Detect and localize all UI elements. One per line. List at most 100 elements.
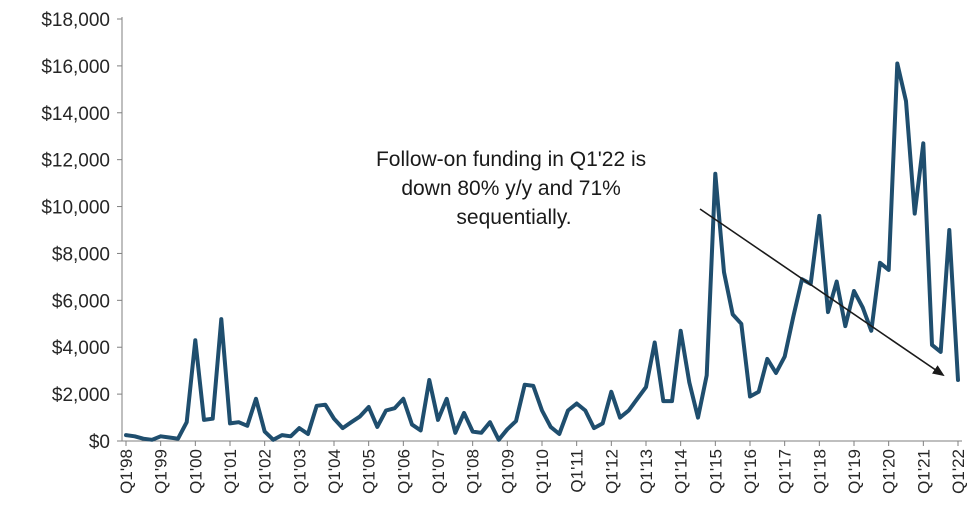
y-tick-label: $6,000	[52, 291, 110, 312]
data-point	[159, 435, 162, 438]
data-point	[506, 428, 509, 431]
data-point	[419, 429, 422, 432]
x-tick-label: Q1'22	[949, 449, 968, 494]
data-point	[289, 435, 292, 438]
data-point	[896, 62, 899, 65]
data-point	[792, 315, 795, 318]
annotation-line-3: sequentially.	[456, 206, 571, 229]
data-point	[688, 381, 691, 384]
data-point	[905, 100, 907, 102]
data-point	[385, 409, 387, 412]
data-point	[844, 325, 847, 327]
y-tick-label: $2,000	[52, 385, 110, 406]
data-point	[194, 339, 197, 341]
y-tick-label: $4,000	[52, 338, 110, 359]
data-point	[870, 330, 873, 332]
x-tick-label: Q1'05	[360, 449, 379, 494]
x-tick-label: Q1'02	[256, 449, 275, 494]
data-point	[229, 422, 231, 425]
x-tick-label: Q1'00	[186, 449, 205, 494]
data-point	[749, 395, 751, 398]
data-point	[315, 405, 318, 407]
data-point	[575, 402, 578, 405]
x-tick-label: Q1'04	[325, 449, 344, 494]
data-point	[246, 424, 249, 427]
x-tick-label: Q1'20	[880, 449, 899, 494]
x-axis: Q1'98 Q1'99 Q1'00 Q1'01 Q1'02 Q1'03 Q1'04 Q1'05…	[117, 440, 968, 494]
x-tick-label: Q1'09	[498, 449, 517, 494]
data-point	[298, 427, 301, 429]
data-point	[558, 433, 561, 435]
data-point	[471, 430, 474, 433]
data-point	[627, 409, 630, 412]
data-point	[671, 400, 673, 402]
x-tick-label: Q1'08	[464, 449, 483, 494]
annotation-line-2: down 80% y/y and 71%	[401, 177, 620, 200]
data-point	[653, 341, 656, 344]
x-tick-label: Q1'06	[394, 449, 413, 494]
x-tick-label: Q1'16	[741, 449, 760, 494]
data-point	[697, 416, 699, 419]
x-tick-label: Q1'14	[672, 449, 691, 494]
data-point	[601, 422, 604, 425]
data-point	[307, 433, 309, 435]
data-point	[567, 409, 569, 412]
data-point	[731, 313, 734, 316]
trend-arrow	[699, 208, 945, 377]
data-point	[931, 344, 933, 346]
data-point	[818, 215, 821, 217]
y-tick-label: $18,000	[41, 10, 110, 31]
data-point	[133, 435, 136, 438]
data-point	[515, 420, 517, 422]
data-point	[168, 436, 171, 439]
series-line	[124, 61, 960, 442]
x-tick-label: Q1'10	[533, 449, 552, 494]
data-point	[723, 271, 725, 274]
data-point	[541, 409, 543, 412]
data-point	[913, 212, 916, 215]
data-point	[775, 372, 777, 374]
data-point	[151, 439, 153, 441]
annotation-text: Follow-on funding in Q1'22 is down 80% y…	[376, 148, 652, 229]
data-point	[523, 383, 526, 386]
data-point	[220, 318, 223, 320]
data-point	[177, 437, 179, 440]
y-tick-label: $8,000	[52, 244, 110, 265]
x-tick-label: Q1'98	[117, 449, 136, 494]
y-axis: $0 $2,000 $4,000 $6,000 $8,000 $10,000 $12,000…	[41, 10, 123, 453]
data-point	[333, 417, 335, 420]
x-tick-label: Q1'01	[221, 449, 240, 494]
x-tick-label: Q1'19	[845, 449, 864, 494]
y-tick-label: $14,000	[41, 104, 110, 125]
data-point	[376, 426, 379, 428]
data-point	[532, 385, 535, 387]
data-point	[593, 427, 595, 429]
data-point	[757, 390, 760, 393]
data-point	[489, 421, 491, 424]
data-point	[367, 406, 370, 408]
x-tick-label: Q1'21	[914, 449, 933, 494]
y-tick-label: $0	[89, 432, 110, 453]
data-point	[740, 322, 743, 325]
data-point	[645, 386, 647, 388]
data-point	[922, 142, 925, 145]
y-tick-label: $10,000	[41, 198, 110, 219]
data-point	[255, 398, 257, 400]
series-layer	[124, 61, 960, 442]
data-point	[393, 407, 396, 409]
data-point	[827, 311, 829, 313]
annotation-line-1: Follow-on funding in Q1'22 is	[376, 148, 646, 171]
data-point	[853, 290, 855, 292]
x-tick-label: Q1'17	[776, 449, 795, 494]
data-point	[428, 379, 431, 381]
data-point	[272, 439, 275, 441]
data-point	[411, 423, 413, 426]
data-point	[957, 379, 959, 381]
data-point	[454, 431, 457, 434]
data-point	[662, 400, 665, 402]
data-point	[766, 358, 769, 360]
x-tick-label: Q1'18	[810, 449, 829, 494]
data-point	[636, 398, 639, 400]
y-tick-label: $12,000	[41, 151, 110, 172]
